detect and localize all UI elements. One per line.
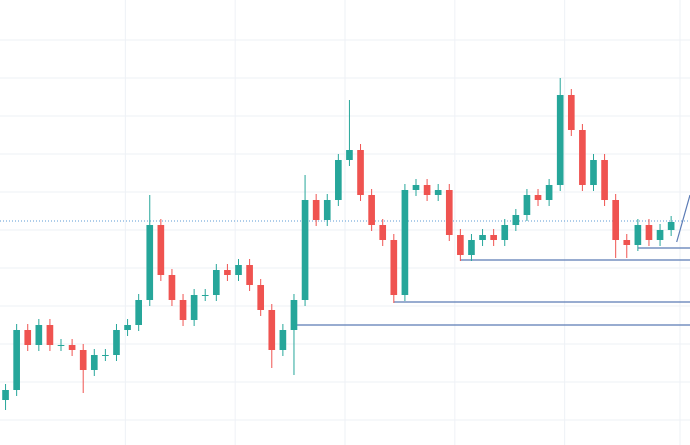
candle-body bbox=[157, 225, 165, 275]
candle-body bbox=[124, 325, 131, 330]
candle-body bbox=[235, 265, 242, 275]
candle-body bbox=[357, 150, 364, 195]
candle-body bbox=[401, 190, 409, 295]
candle-body bbox=[545, 185, 553, 200]
candle-body bbox=[68, 345, 76, 350]
candle-body bbox=[501, 225, 509, 240]
candle-body bbox=[323, 200, 331, 220]
candle-body bbox=[201, 295, 209, 296]
candle-body bbox=[46, 325, 54, 345]
candle-body bbox=[512, 215, 520, 225]
candle-body bbox=[412, 185, 420, 190]
candle-body bbox=[190, 295, 198, 320]
candle-body bbox=[579, 130, 586, 185]
candle-body bbox=[490, 235, 497, 240]
candle-body bbox=[268, 310, 276, 350]
candle-body bbox=[57, 345, 65, 346]
candle-body bbox=[146, 225, 154, 300]
candle-body bbox=[301, 200, 309, 300]
candle-body bbox=[523, 195, 531, 215]
candle-body bbox=[90, 355, 98, 370]
candle-body bbox=[135, 300, 142, 325]
candle-body bbox=[79, 350, 87, 370]
candle-body bbox=[335, 160, 342, 200]
candle-body bbox=[13, 330, 20, 390]
candle-body bbox=[645, 225, 653, 240]
candle-body bbox=[379, 225, 387, 240]
candle-body bbox=[479, 235, 486, 240]
candle-body bbox=[667, 222, 675, 230]
candle-body bbox=[113, 330, 120, 355]
candle-body bbox=[2, 390, 9, 400]
candle-body bbox=[468, 240, 475, 255]
trend-line bbox=[676, 194, 690, 243]
candle-body bbox=[534, 195, 542, 200]
candle-body bbox=[279, 330, 287, 350]
candle-body bbox=[102, 355, 109, 356]
candle-body bbox=[457, 235, 464, 255]
candle-body bbox=[168, 275, 176, 300]
candle-body bbox=[656, 230, 664, 240]
candle-body bbox=[35, 325, 43, 345]
candle-body bbox=[368, 195, 375, 225]
candle-body bbox=[445, 190, 453, 235]
candle-body bbox=[212, 270, 220, 295]
candle-body bbox=[556, 95, 564, 185]
candle-body bbox=[623, 240, 631, 245]
candle-body bbox=[257, 285, 265, 310]
candle-body bbox=[24, 330, 32, 345]
candle-body bbox=[346, 150, 353, 160]
candle-body bbox=[634, 225, 642, 245]
candle-body bbox=[590, 160, 597, 185]
candle-body bbox=[246, 265, 253, 285]
candle-body bbox=[179, 300, 187, 320]
candle-body bbox=[423, 185, 431, 195]
candle-body bbox=[290, 300, 298, 330]
candle-body bbox=[601, 160, 608, 200]
candle-body bbox=[612, 200, 620, 240]
candle-body bbox=[390, 240, 398, 295]
candle-body bbox=[567, 95, 575, 130]
candle-body bbox=[224, 270, 231, 275]
candle-body bbox=[312, 200, 320, 220]
candle-body bbox=[434, 190, 442, 195]
